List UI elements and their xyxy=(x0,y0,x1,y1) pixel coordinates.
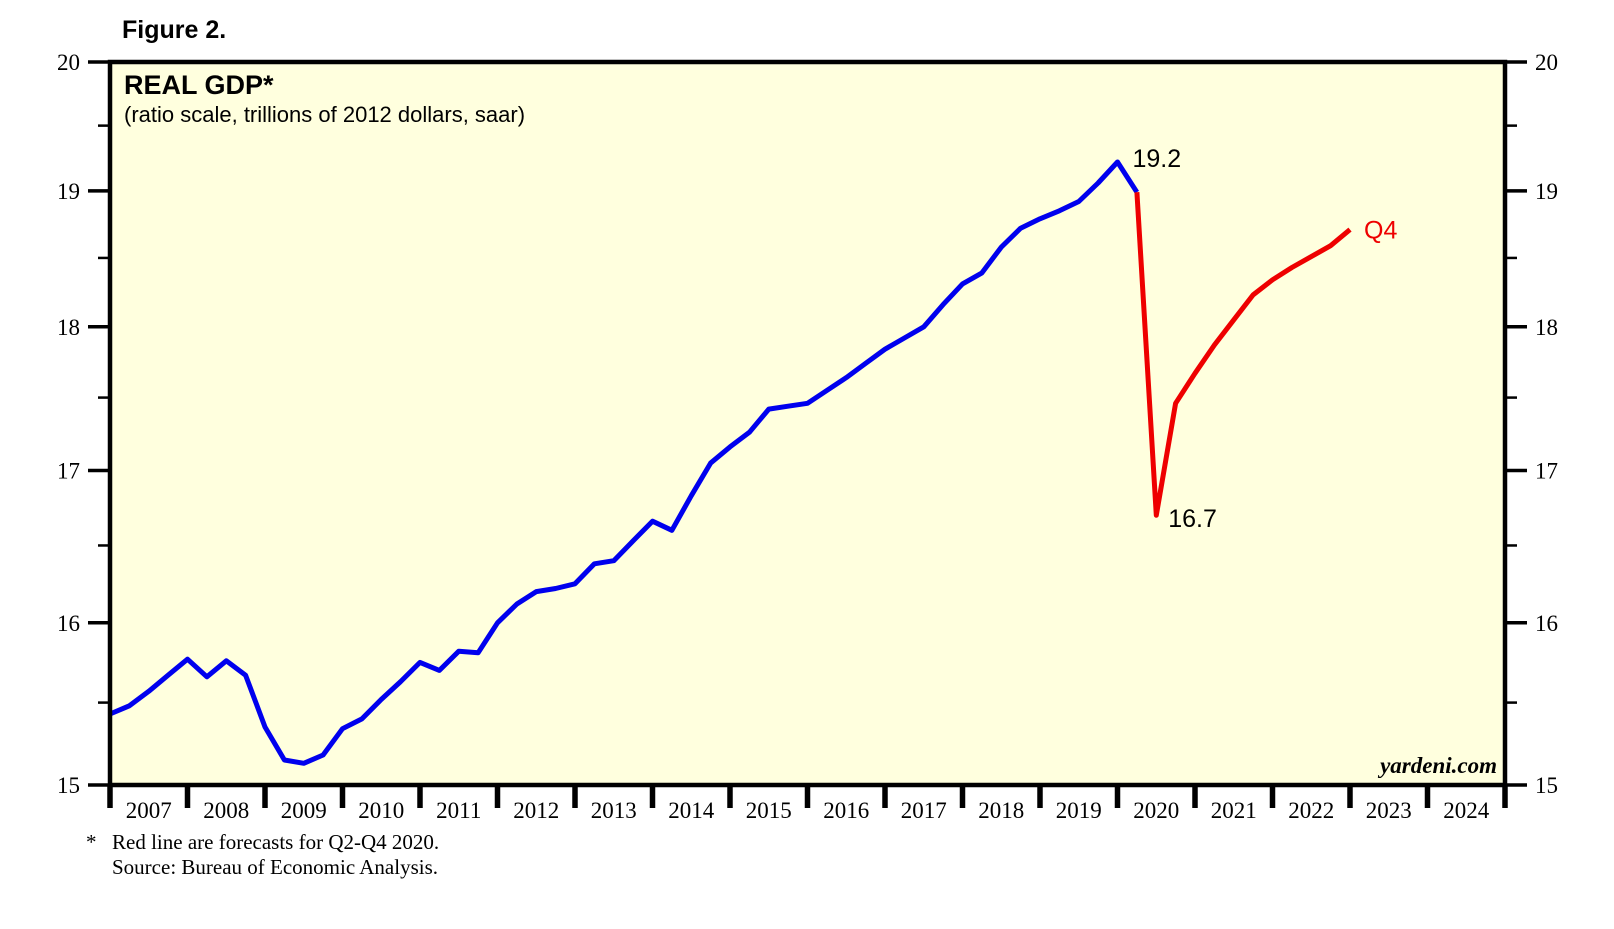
x-axis-label: 2007 xyxy=(126,798,172,823)
x-axis-label: 2024 xyxy=(1443,798,1490,823)
y-axis-label-left: 17 xyxy=(57,458,80,483)
y-axis-label-left: 16 xyxy=(57,611,80,636)
footnote-text-1: Red line are forecasts for Q2-Q4 2020. xyxy=(112,830,440,854)
x-axis-label: 2018 xyxy=(978,798,1024,823)
y-axis-label-left: 15 xyxy=(57,773,80,798)
footnote: * Red line are forecasts for Q2-Q4 2020. … xyxy=(86,830,439,880)
chart-subtitle: (ratio scale, trillions of 2012 dollars,… xyxy=(124,102,526,127)
x-axis-label: 2023 xyxy=(1366,798,1412,823)
x-axis-label: 2015 xyxy=(746,798,792,823)
x-axis-label: 2020 xyxy=(1133,798,1179,823)
x-axis-label: 2008 xyxy=(203,798,249,823)
plot-area xyxy=(110,62,1505,785)
y-axis-label-right: 18 xyxy=(1535,315,1558,340)
annotation-16.7: 16.7 xyxy=(1168,505,1217,533)
real-gdp-forecast-line xyxy=(1134,192,1352,518)
y-axis-label-right: 15 xyxy=(1535,773,1558,798)
x-axis-label: 2021 xyxy=(1211,798,1257,823)
real-gdp-actual-line xyxy=(109,159,1140,766)
x-axis-label: 2012 xyxy=(513,798,559,823)
x-axis-label: 2010 xyxy=(358,798,404,823)
y-axis-label-left: 20 xyxy=(57,50,80,75)
y-axis-label-right: 20 xyxy=(1535,50,1558,75)
y-axis-label-right: 19 xyxy=(1535,179,1558,204)
y-axis-label-right: 16 xyxy=(1535,611,1558,636)
x-axis-label: 2014 xyxy=(668,798,715,823)
x-axis-label: 2022 xyxy=(1288,798,1334,823)
annotation-19.2: 19.2 xyxy=(1133,145,1182,173)
watermark: yardeni.com xyxy=(1380,753,1497,778)
x-axis-label: 2011 xyxy=(436,798,481,823)
y-axis-label-right: 17 xyxy=(1535,458,1558,483)
x-axis-label: 2017 xyxy=(901,798,947,823)
chart-title: REAL GDP* xyxy=(124,70,274,100)
x-axis-label: 2009 xyxy=(281,798,327,823)
footnote-marker: * xyxy=(86,830,97,854)
x-axis-label: 2016 xyxy=(823,798,869,823)
footnote-line-1: * Red line are forecasts for Q2-Q4 2020. xyxy=(86,830,439,855)
figure-label: Figure 2. xyxy=(122,16,227,44)
y-axis-label-left: 19 xyxy=(57,179,80,204)
footnote-line-2: Source: Bureau of Economic Analysis. xyxy=(112,855,439,879)
x-axis-label: 2019 xyxy=(1056,798,1102,823)
plot-border xyxy=(107,59,1508,788)
y-axis-label-left: 18 xyxy=(57,315,80,340)
annotation-Q4: Q4 xyxy=(1364,217,1397,245)
x-axis-label: 2013 xyxy=(591,798,637,823)
